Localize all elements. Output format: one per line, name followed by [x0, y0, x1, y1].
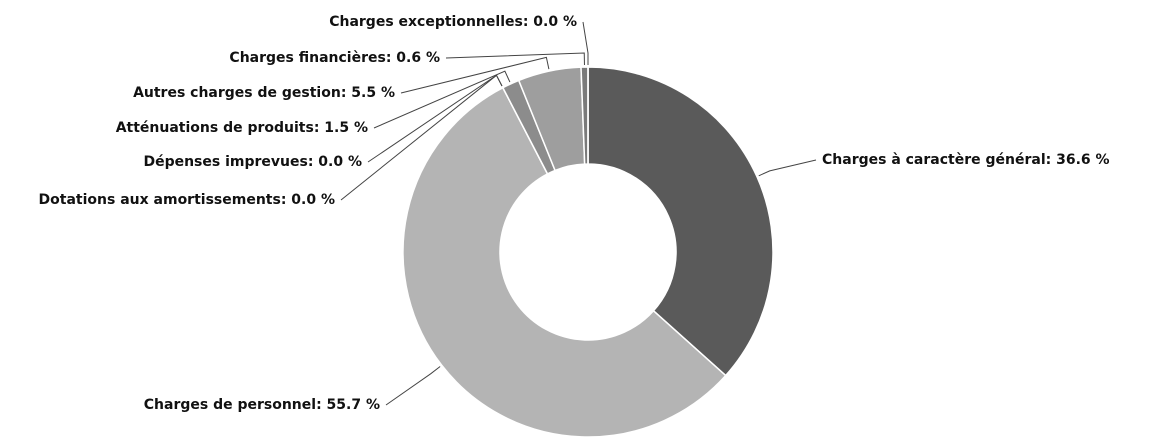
- leader-line: [385, 366, 441, 406]
- slice-label: Charges à caractère général: 36.6 %: [822, 152, 1110, 168]
- leader-line: [758, 159, 817, 177]
- slice-label: Dotations aux amortissements: 0.0 %: [39, 192, 335, 208]
- leader-line: [445, 52, 585, 66]
- donut-slice: [402, 86, 727, 438]
- slice-label: Charges de personnel: 55.7 %: [144, 397, 380, 413]
- leader-line: [373, 70, 511, 129]
- leader-line: [582, 21, 589, 65]
- leader-line: [400, 56, 550, 94]
- slice-label: Atténuations de produits: 1.5 %: [116, 120, 368, 136]
- slice-label: Charges financières: 0.6 %: [229, 50, 440, 66]
- donut-slice: [587, 66, 774, 377]
- slice-label: Autres charges de gestion: 5.5 %: [133, 85, 395, 101]
- slice-label: Dépenses imprevues: 0.0 %: [143, 154, 362, 170]
- slice-label: Charges exceptionnelles: 0.0 %: [329, 14, 577, 30]
